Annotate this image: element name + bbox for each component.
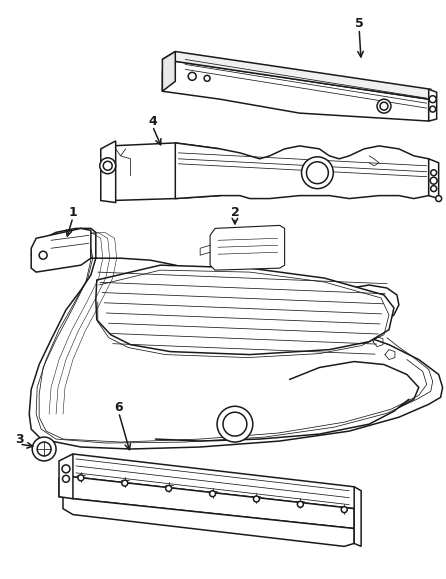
Circle shape bbox=[223, 412, 247, 436]
Circle shape bbox=[217, 406, 253, 442]
Circle shape bbox=[37, 442, 51, 456]
Circle shape bbox=[166, 485, 172, 492]
Circle shape bbox=[377, 99, 391, 113]
Polygon shape bbox=[175, 143, 429, 199]
Polygon shape bbox=[63, 454, 359, 508]
Circle shape bbox=[103, 162, 112, 170]
Circle shape bbox=[429, 96, 436, 102]
Polygon shape bbox=[63, 497, 354, 547]
Polygon shape bbox=[210, 225, 285, 270]
Text: 4: 4 bbox=[148, 115, 157, 127]
Text: 3: 3 bbox=[15, 433, 24, 446]
Circle shape bbox=[380, 102, 388, 110]
Circle shape bbox=[306, 162, 328, 184]
Polygon shape bbox=[162, 52, 175, 91]
Circle shape bbox=[210, 491, 215, 497]
Circle shape bbox=[301, 157, 333, 189]
Polygon shape bbox=[59, 454, 73, 499]
Circle shape bbox=[429, 106, 436, 112]
Polygon shape bbox=[59, 477, 354, 529]
Polygon shape bbox=[429, 159, 439, 199]
Text: 5: 5 bbox=[355, 17, 363, 30]
Circle shape bbox=[188, 72, 196, 80]
Circle shape bbox=[431, 170, 437, 175]
Polygon shape bbox=[429, 89, 437, 121]
Polygon shape bbox=[354, 487, 361, 547]
Circle shape bbox=[431, 186, 437, 192]
Polygon shape bbox=[96, 265, 394, 354]
Polygon shape bbox=[29, 228, 442, 449]
Circle shape bbox=[204, 75, 210, 81]
Polygon shape bbox=[31, 228, 91, 272]
Circle shape bbox=[253, 496, 260, 502]
Text: 1: 1 bbox=[69, 206, 77, 219]
Circle shape bbox=[430, 177, 437, 184]
Circle shape bbox=[100, 158, 116, 174]
Circle shape bbox=[78, 475, 84, 481]
Text: 2: 2 bbox=[231, 206, 240, 219]
Polygon shape bbox=[101, 141, 116, 203]
Circle shape bbox=[341, 507, 347, 512]
Polygon shape bbox=[103, 143, 220, 200]
Circle shape bbox=[62, 475, 70, 482]
Text: 6: 6 bbox=[114, 401, 123, 414]
Circle shape bbox=[297, 501, 303, 507]
Circle shape bbox=[39, 251, 47, 259]
Polygon shape bbox=[162, 60, 429, 121]
Circle shape bbox=[62, 465, 70, 473]
Circle shape bbox=[122, 480, 128, 486]
Circle shape bbox=[32, 437, 56, 461]
Polygon shape bbox=[162, 52, 431, 99]
Circle shape bbox=[436, 196, 442, 201]
